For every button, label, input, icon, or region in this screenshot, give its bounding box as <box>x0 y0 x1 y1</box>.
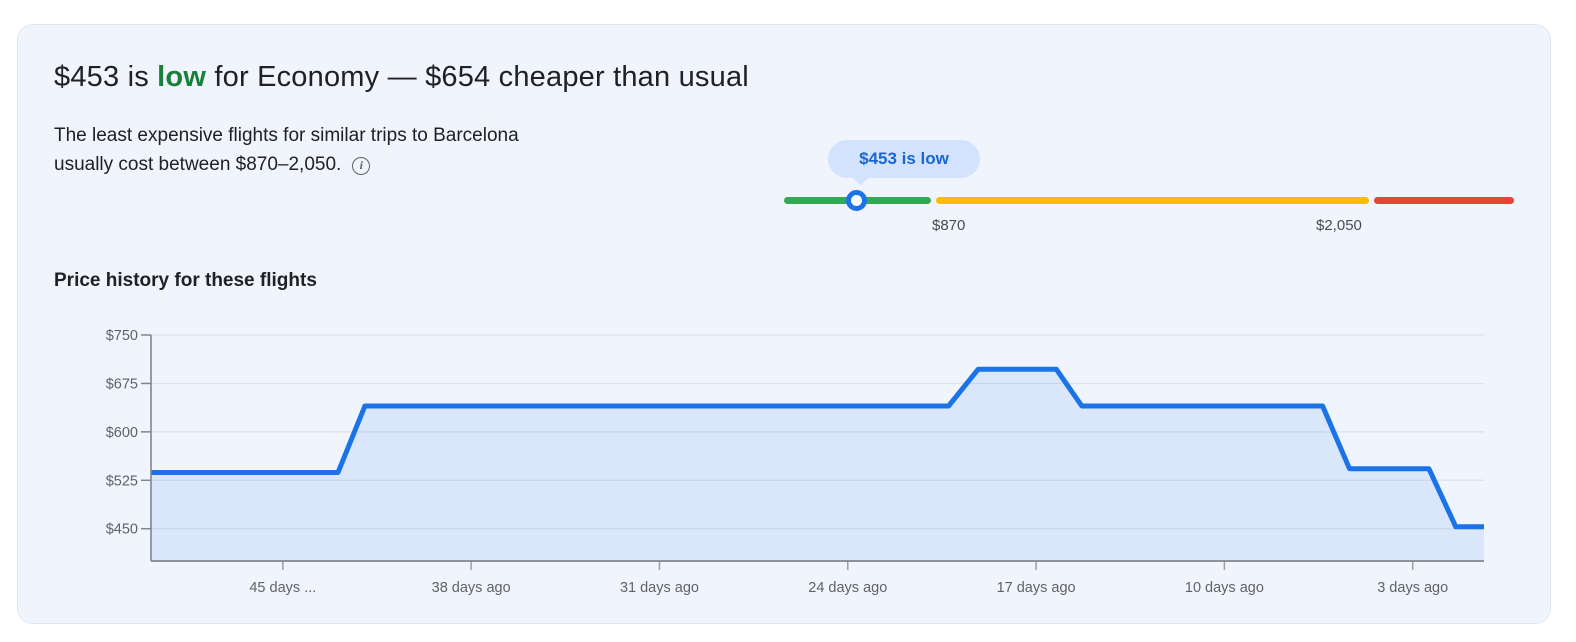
svg-text:31 days ago: 31 days ago <box>620 580 699 596</box>
gauge-price-tooltip: $453 is low <box>828 140 980 178</box>
subtitle-line-1: The least expensive flights for similar … <box>54 125 519 146</box>
page-title: $453 is low for Economy — $654 cheaper t… <box>54 61 749 94</box>
title-price-level: low <box>157 61 207 93</box>
price-history-chart-container: $750 $675 $600 $525 $450 45 days ... 38 days a… <box>61 321 1541 601</box>
gauge-bar-high-segment <box>1374 197 1514 204</box>
gauge-current-price-marker <box>846 190 867 211</box>
gauge-bar-typical-segment <box>936 197 1369 204</box>
svg-text:$525: $525 <box>106 473 138 489</box>
svg-text:$450: $450 <box>106 522 138 538</box>
svg-text:24 days ago: 24 days ago <box>808 580 887 596</box>
svg-text:$600: $600 <box>106 425 138 441</box>
svg-text:$750: $750 <box>106 328 138 344</box>
title-comparison-part: for Economy — $654 cheaper than usual <box>206 61 749 93</box>
gauge-high-threshold-label: $2,050 <box>1316 217 1362 234</box>
svg-text:17 days ago: 17 days ago <box>997 580 1076 596</box>
price-insights-card: $453 is low for Economy — $654 cheaper t… <box>17 24 1551 624</box>
price-history-chart: $750 $675 $600 $525 $450 45 days ... 38 days a… <box>106 328 1484 596</box>
svg-text:45 days ...: 45 days ... <box>249 580 316 596</box>
svg-text:$675: $675 <box>106 376 138 392</box>
svg-text:10 days ago: 10 days ago <box>1185 580 1264 596</box>
svg-text:38 days ago: 38 days ago <box>432 580 511 596</box>
gauge-low-threshold-label: $870 <box>932 217 966 234</box>
info-icon[interactable]: i <box>352 156 371 175</box>
svg-text:3 days ago: 3 days ago <box>1377 580 1448 596</box>
title-price-part: $453 is <box>54 61 158 93</box>
price-range-description: The least expensive flights for similar … <box>54 121 519 179</box>
price-history-heading: Price history for these flights <box>54 270 317 291</box>
subtitle-line-2: usually cost between $870–2,050. <box>54 154 342 175</box>
